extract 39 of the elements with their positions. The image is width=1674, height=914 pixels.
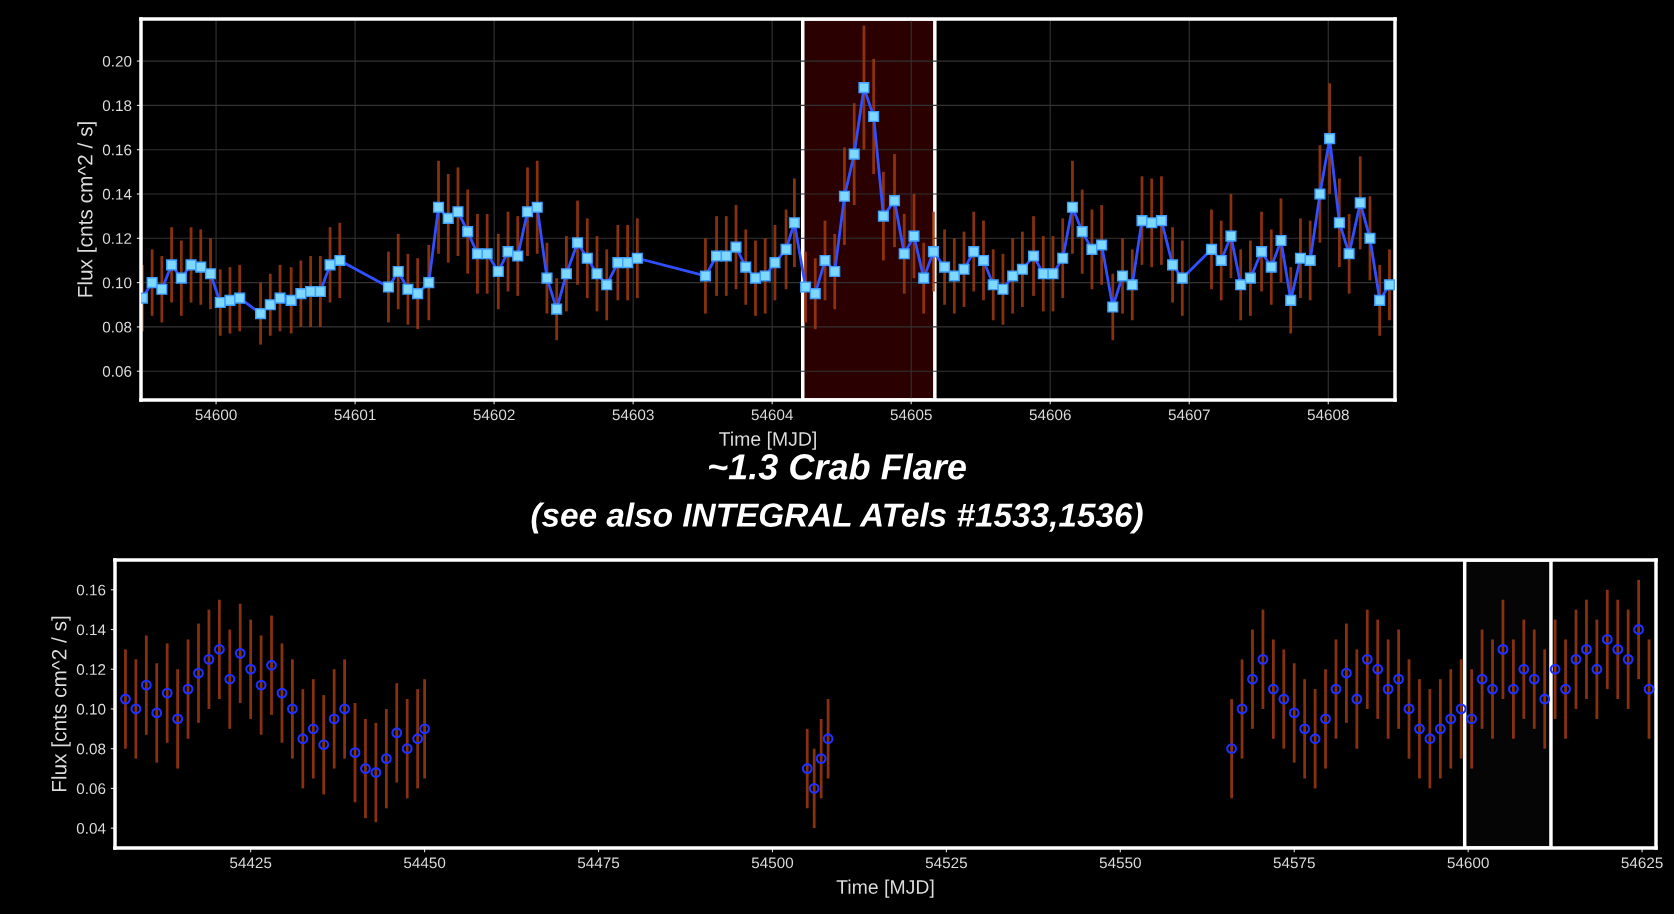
y-tick-label: 0.08	[76, 743, 106, 755]
x-axis-title: Time [MJD]	[836, 879, 934, 898]
x-tick-label: 54575	[1273, 857, 1315, 869]
y-tick-label: 0.16	[76, 584, 106, 596]
y-tick-label: 0.16	[102, 144, 132, 156]
y-tick-label: 0.12	[102, 233, 132, 244]
y-tick-label: 0.12	[76, 664, 106, 675]
x-tick-label: 54425	[230, 857, 272, 869]
x-tick-label: 54606	[1029, 409, 1071, 421]
x-tick-label: 54500	[751, 857, 794, 869]
x-tick-label: 54604	[751, 409, 793, 421]
text: ~1.3 Crab Flare	[709, 453, 966, 480]
x-tick-label: 54600	[195, 409, 237, 421]
y-tick-label: 0.14	[102, 188, 132, 200]
x-tick-label: 54625	[1621, 857, 1663, 869]
x-tick-label: 54605	[890, 409, 932, 421]
y-tick-label: 0.06	[76, 783, 106, 795]
x-tick-label: 54608	[1307, 409, 1349, 421]
x-tick-label: 54600	[1447, 857, 1489, 869]
y-tick-label: 0.08	[102, 321, 132, 333]
x-tick-label: 54450	[403, 857, 446, 869]
y-tick-label: 0.04	[76, 823, 106, 834]
y-tick-label: 0.20	[102, 55, 132, 67]
y-tick-label: 0.18	[102, 100, 132, 112]
x-tick-label: 54475	[577, 857, 620, 869]
x-tick-label: 54607	[1168, 409, 1210, 421]
x-tick-label: 54603	[612, 409, 654, 421]
x-tick-label: 54525	[925, 857, 967, 869]
y-tick-label: 0.06	[102, 366, 132, 377]
y-axis-title: Flux [cnts cm^2 / s]	[51, 616, 71, 792]
x-tick-label: 54601	[334, 409, 376, 421]
y-tick-label: 0.14	[76, 624, 106, 636]
text: (see also INTEGRAL ATels #1533,1536)	[531, 502, 1143, 534]
x-tick-label: 54602	[473, 409, 515, 421]
y-tick-label: 0.10	[102, 277, 132, 289]
y-tick-label: 0.10	[76, 703, 106, 715]
x-axis-title: Time [MJD]	[719, 431, 816, 450]
x-tick-label: 54550	[1099, 857, 1141, 869]
y-axis-title: Flux [cnts cm^2 / s]	[77, 122, 97, 297]
